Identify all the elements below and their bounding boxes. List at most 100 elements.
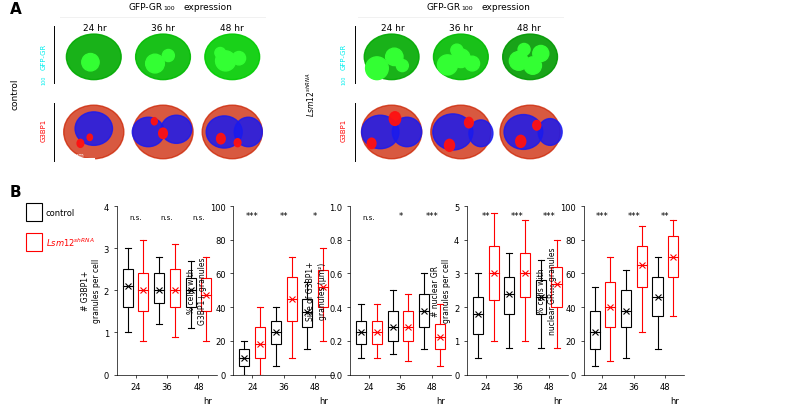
Bar [605,282,615,328]
Bar [154,274,164,303]
Ellipse shape [133,106,193,159]
Bar [356,321,366,344]
Bar [26,203,42,222]
Y-axis label: # G3BP1+
granules per cell: # G3BP1+ granules per cell [80,258,101,323]
Bar [201,278,212,311]
Bar [473,297,483,334]
Text: expression: expression [184,3,233,12]
Y-axis label: % cells with
nuclear GR₁₀₀ granules: % cells with nuclear GR₁₀₀ granules [538,247,557,334]
Text: $Lsm12^{shRNA}$: $Lsm12^{shRNA}$ [304,72,317,116]
Circle shape [82,54,99,72]
Text: 10 μm: 10 μm [66,152,85,158]
Ellipse shape [433,115,473,151]
Text: control: control [46,208,75,217]
Bar [589,311,600,350]
Circle shape [518,44,530,56]
Text: ***: *** [543,211,555,220]
Ellipse shape [390,113,401,126]
Text: GFP-GR: GFP-GR [40,44,47,70]
Text: G3BP1: G3BP1 [40,119,47,142]
Text: expression: expression [481,3,530,12]
Ellipse shape [367,139,376,149]
Text: 100: 100 [163,6,175,11]
Bar [419,294,429,328]
Circle shape [146,55,164,74]
Text: n.s.: n.s. [363,214,375,220]
Bar [403,311,414,341]
Bar [186,278,196,307]
Ellipse shape [87,135,93,141]
Ellipse shape [361,106,422,159]
Text: hr: hr [320,396,328,405]
Ellipse shape [504,115,543,150]
Text: ***: *** [426,211,438,220]
Text: 100: 100 [460,6,473,11]
Bar [520,254,530,297]
Text: GFP-GR: GFP-GR [341,44,347,70]
Text: hr: hr [203,396,212,405]
Circle shape [533,46,549,62]
Text: ***: *** [597,211,609,220]
Y-axis label: # nuclear GR
granules per cell: # nuclear GR granules per cell [431,258,451,323]
Bar [170,270,180,307]
Text: 36 hr: 36 hr [151,23,175,32]
Text: GFP-GR: GFP-GR [129,3,163,12]
Text: **: ** [481,211,490,220]
Circle shape [386,49,403,66]
Text: n.s.: n.s. [192,214,204,220]
Bar [621,291,631,328]
Ellipse shape [469,121,493,147]
Bar [287,277,297,321]
Circle shape [451,45,463,57]
Ellipse shape [433,35,489,81]
Text: G3BP1: G3BP1 [341,119,347,142]
Text: **: ** [279,211,288,220]
Y-axis label: % cells with
G3BP1+ granules: % cells with G3BP1+ granules [188,257,207,324]
Text: 36 hr: 36 hr [449,23,473,32]
Text: ***: *** [511,211,523,220]
Text: hr: hr [553,396,562,405]
Text: ***: *** [628,211,640,220]
Circle shape [365,58,388,81]
Text: **: ** [661,211,670,220]
Bar [26,233,42,252]
Bar [303,299,312,328]
Text: 100: 100 [41,75,46,85]
Circle shape [524,58,542,75]
Text: 24 hr: 24 hr [381,23,404,32]
Ellipse shape [533,121,541,131]
Ellipse shape [77,140,84,148]
Circle shape [452,50,470,68]
Text: ***: *** [246,211,258,220]
Y-axis label: Size of G3BP1+
granules (μm²): Size of G3BP1+ granules (μm²) [307,261,327,320]
Bar [504,277,514,314]
Bar [489,247,498,301]
Bar [387,311,398,341]
Circle shape [215,48,225,59]
Text: 48 hr: 48 hr [220,23,243,32]
Ellipse shape [444,140,455,152]
Ellipse shape [502,35,558,81]
Text: GFP-GR: GFP-GR [427,3,460,12]
Text: A: A [10,2,22,17]
Circle shape [163,50,175,62]
Text: hr: hr [670,396,679,405]
Ellipse shape [66,35,122,81]
Bar [122,270,133,307]
Ellipse shape [202,106,262,159]
Ellipse shape [516,136,526,148]
Text: 100: 100 [341,75,346,85]
Text: 24 hr: 24 hr [83,23,106,32]
Bar [239,350,250,366]
Text: hr: hr [436,396,445,405]
Bar [255,328,265,358]
Bar [318,271,328,307]
Text: *: * [398,211,402,220]
Ellipse shape [135,35,191,81]
Circle shape [437,56,457,76]
Circle shape [216,52,236,72]
Ellipse shape [431,106,491,159]
Bar [372,321,382,344]
Ellipse shape [75,113,113,146]
Bar [270,321,281,344]
